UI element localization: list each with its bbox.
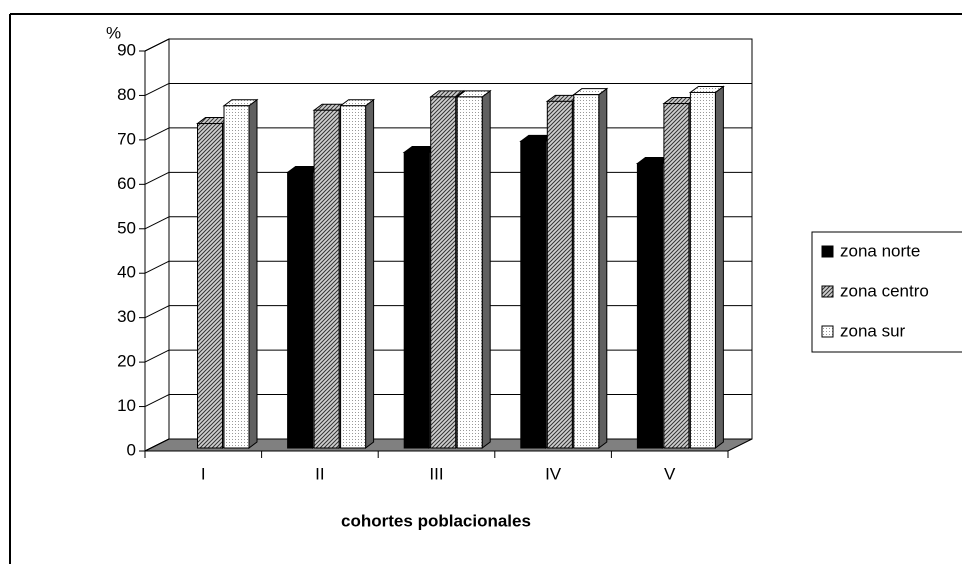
grid-line — [144, 438, 170, 452]
y-tick-label: 60 — [117, 174, 136, 193]
bar — [546, 100, 573, 449]
y-tick-label: 0 — [127, 440, 136, 459]
y-tick-label: 70 — [117, 129, 136, 148]
grid-line — [144, 171, 170, 185]
legend-swatch — [821, 285, 834, 298]
bar — [636, 163, 663, 449]
bar — [340, 105, 367, 449]
bar — [520, 140, 547, 449]
y-tick-label: 50 — [117, 218, 136, 237]
bar — [573, 94, 600, 449]
legend-label: zona sur — [840, 321, 906, 340]
grid-line — [144, 82, 170, 96]
legend-label: zona centro — [840, 281, 929, 300]
y-tick-label: 90 — [117, 40, 136, 59]
bar — [197, 123, 223, 449]
y-tick-label: 80 — [117, 85, 136, 104]
bar — [456, 96, 483, 449]
bar-side — [714, 85, 724, 449]
grid-line — [144, 216, 170, 230]
grid-line — [144, 260, 170, 274]
bar-side — [248, 98, 258, 449]
bar-side — [598, 87, 608, 449]
legend-label: zona norte — [840, 241, 920, 260]
y-axis-label: % — [106, 23, 121, 42]
grid-line — [144, 305, 170, 319]
x-tick-label: II — [315, 464, 324, 483]
legend-swatch — [821, 325, 834, 338]
bar — [313, 109, 340, 449]
y-tick-label: 10 — [117, 396, 136, 415]
y-tick-label: 40 — [117, 263, 136, 282]
bar-side — [365, 98, 375, 449]
bar — [689, 91, 716, 449]
grid-line — [144, 394, 170, 408]
x-tick-label: IV — [545, 464, 562, 483]
side-wall — [144, 38, 170, 452]
legend-swatch — [821, 245, 834, 258]
x-axis-label: cohortes poblacionales — [341, 511, 531, 530]
grid-line — [144, 127, 170, 141]
bar — [287, 171, 314, 449]
bar — [663, 103, 690, 449]
bar — [430, 96, 457, 449]
bar — [223, 105, 250, 449]
x-tick-label: I — [201, 464, 206, 483]
x-tick-label: V — [664, 464, 676, 483]
x-tick-label: III — [429, 464, 443, 483]
y-tick-label: 30 — [117, 307, 136, 326]
grid-line — [144, 38, 170, 52]
bar — [403, 151, 430, 449]
legend — [811, 231, 962, 353]
grid-line — [144, 349, 170, 363]
bar-side — [481, 89, 491, 449]
y-tick-label: 20 — [117, 352, 136, 371]
